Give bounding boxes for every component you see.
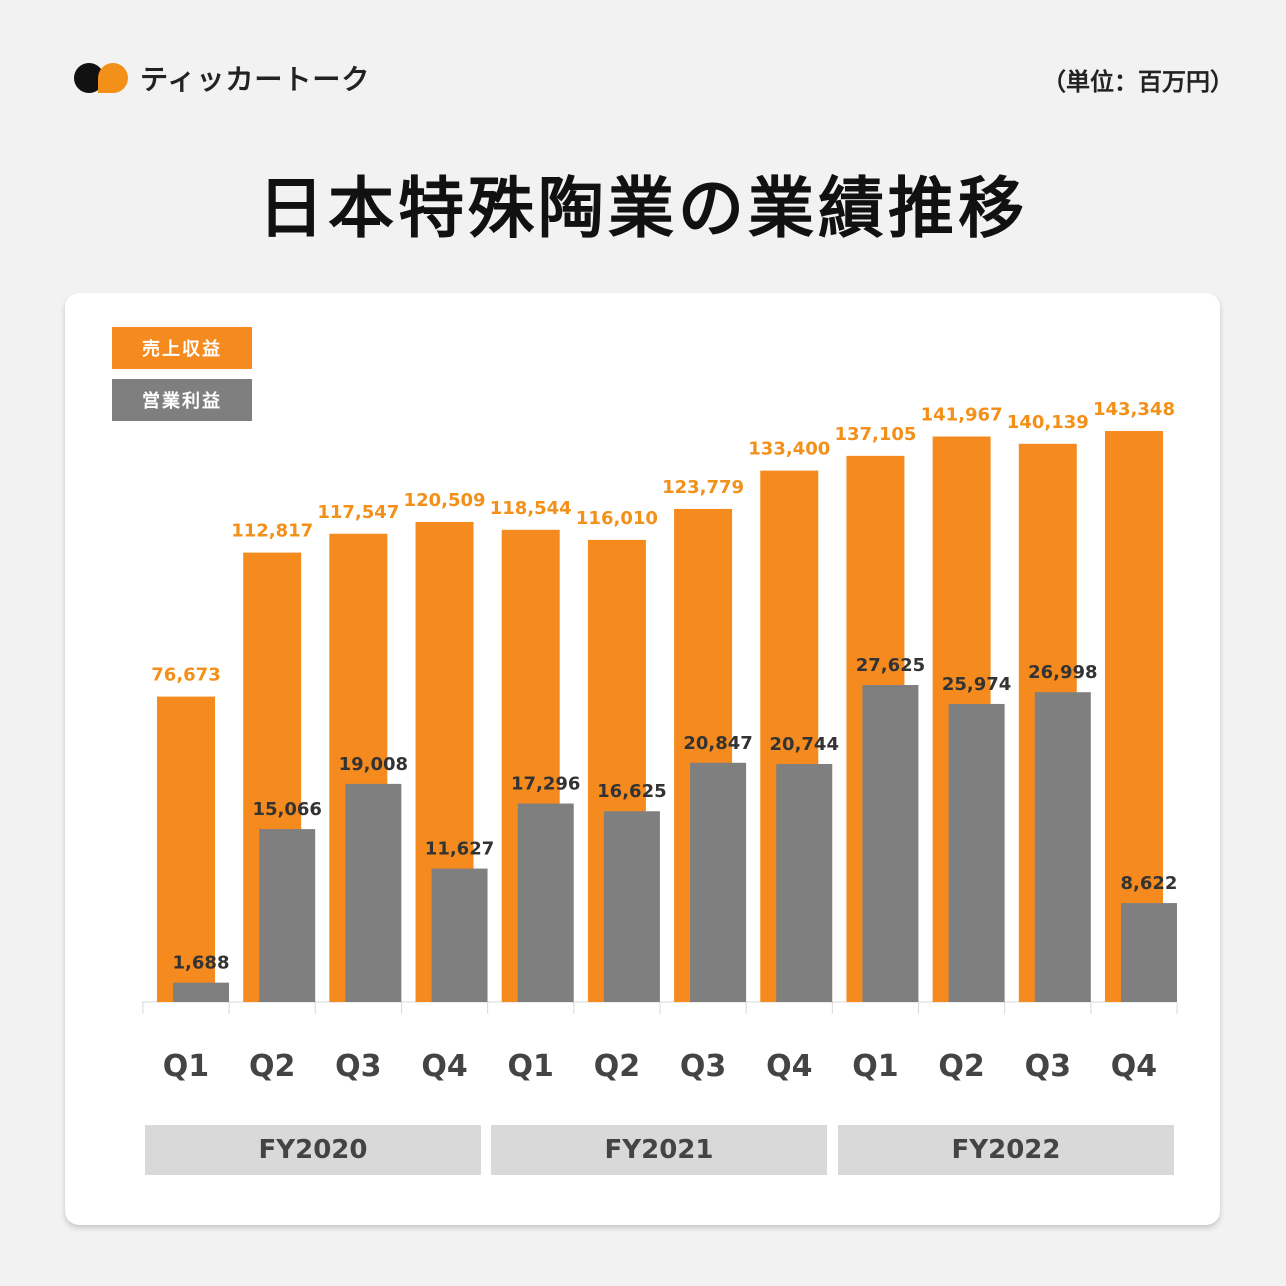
revenue-value-label: 143,348 xyxy=(1093,399,1175,420)
operating-profit-bar xyxy=(1120,903,1177,1002)
x-tick-label: Q4 xyxy=(766,1049,812,1084)
year-label-fy2022: FY2022 xyxy=(838,1125,1174,1175)
x-tick-label: Q2 xyxy=(938,1049,984,1084)
operating-profit-bar xyxy=(431,868,488,1002)
operating-profit-bar xyxy=(603,811,660,1002)
operating-profit-value-label: 20,847 xyxy=(683,733,752,754)
operating-profit-value-label: 8,622 xyxy=(1121,873,1178,894)
operating-profit-value-label: 20,744 xyxy=(770,734,839,755)
operating-profit-value-label: 26,998 xyxy=(1028,662,1097,683)
revenue-value-label: 123,779 xyxy=(662,477,744,498)
revenue-value-label: 116,010 xyxy=(576,508,658,529)
operating-profit-bar xyxy=(862,685,919,1002)
year-label-fy2020: FY2020 xyxy=(145,1125,481,1175)
revenue-value-label: 141,967 xyxy=(921,405,1003,426)
year-label-fy2021: FY2021 xyxy=(491,1125,827,1175)
revenue-value-label: 112,817 xyxy=(231,521,313,542)
operating-profit-value-label: 25,974 xyxy=(942,674,1011,695)
x-tick-label: Q3 xyxy=(1025,1049,1071,1084)
legend-operating-profit: 営業利益 xyxy=(112,379,252,421)
x-tick-label: Q3 xyxy=(335,1049,381,1084)
x-tick-label: Q4 xyxy=(421,1049,467,1084)
operating-profit-bar xyxy=(259,829,316,1002)
x-tick-label: Q2 xyxy=(594,1049,640,1084)
x-tick-label: Q1 xyxy=(508,1049,554,1084)
operating-profit-bar xyxy=(690,762,747,1002)
x-tick-label: Q1 xyxy=(163,1049,209,1084)
chart-title: 日本特殊陶業の業績推移 xyxy=(258,170,1028,247)
x-tick-label: Q1 xyxy=(852,1049,898,1084)
revenue-value-label: 117,547 xyxy=(317,502,399,523)
operating-profit-bar xyxy=(517,803,574,1002)
operating-profit-bar xyxy=(776,763,833,1002)
revenue-value-label: 140,139 xyxy=(1007,412,1089,433)
brand: ティッカートーク xyxy=(74,58,370,98)
operating-profit-value-label: 15,066 xyxy=(252,799,321,820)
operating-profit-bar xyxy=(1034,692,1091,1002)
brand-name: ティッカートーク xyxy=(140,63,371,96)
brand-logo-icon xyxy=(74,58,136,98)
unit-label: （単位：百万円） xyxy=(1042,68,1234,96)
operating-profit-value-label: 1,688 xyxy=(173,953,230,974)
operating-profit-value-label: 11,627 xyxy=(425,839,494,860)
operating-profit-value-label: 16,625 xyxy=(597,781,666,802)
revenue-value-label: 120,509 xyxy=(404,490,486,511)
x-tick-label: Q2 xyxy=(249,1049,295,1084)
operating-profit-value-label: 27,625 xyxy=(856,655,925,676)
operating-profit-bar xyxy=(173,982,229,1002)
revenue-bar xyxy=(157,696,215,1002)
legend-revenue: 売上収益 xyxy=(112,327,252,369)
operating-profit-bar xyxy=(948,703,1005,1002)
operating-profit-value-label: 17,296 xyxy=(511,774,580,795)
revenue-value-label: 118,544 xyxy=(490,498,572,519)
revenue-value-label: 133,400 xyxy=(748,439,830,460)
x-tick-label: Q3 xyxy=(680,1049,726,1084)
revenue-value-label: 137,105 xyxy=(834,424,916,445)
revenue-value-label: 76,673 xyxy=(151,665,220,686)
operating-profit-value-label: 19,008 xyxy=(339,754,408,775)
operating-profit-bar xyxy=(345,783,402,1002)
x-tick-label: Q4 xyxy=(1111,1049,1157,1084)
